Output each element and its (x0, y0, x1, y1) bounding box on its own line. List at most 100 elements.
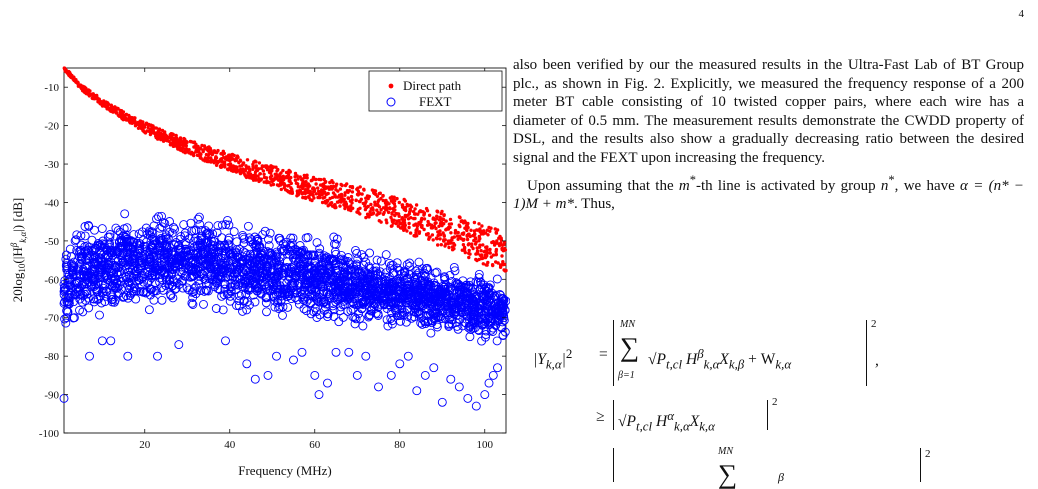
sum-upper-limit: MN (620, 319, 635, 330)
fext-point (402, 260, 412, 270)
direct-path-point (384, 198, 388, 203)
direct-path-point (440, 223, 444, 228)
fext-outlier (488, 370, 498, 380)
fext-point (365, 284, 375, 294)
fext-point (207, 264, 217, 273)
direct-path-point (406, 217, 411, 221)
direct-path-point (477, 234, 481, 239)
fext-point (357, 303, 367, 313)
fext-point (401, 317, 411, 327)
fext-point (298, 264, 308, 274)
fext-point (67, 265, 77, 275)
fext-point (273, 262, 283, 272)
direct-path-point (450, 238, 454, 242)
eq-term-1: √Pt,cl Hβk,αXk,β + Wk,α (648, 346, 792, 372)
direct-path-point (381, 212, 386, 216)
fext-point (365, 287, 375, 297)
fext-point (100, 252, 110, 262)
direct-path-point (422, 227, 426, 232)
direct-path-point (131, 118, 135, 122)
direct-path-point (324, 180, 328, 184)
direct-path-point (66, 71, 70, 76)
fext-point (238, 232, 248, 242)
direct-path-point (354, 198, 358, 203)
fext-point (64, 290, 74, 300)
direct-path-point (484, 263, 488, 267)
fext-point (436, 297, 446, 307)
fext-point (343, 257, 353, 266)
legend: Direct path FEXT (368, 70, 503, 112)
fext-point (388, 281, 398, 291)
fext-point (223, 289, 233, 299)
fext-point (273, 249, 282, 259)
direct-path-point (385, 221, 389, 225)
fext-point (158, 218, 168, 228)
fext-point (204, 230, 214, 240)
direct-path-point (425, 209, 430, 213)
fext-point (123, 293, 133, 303)
direct-path-point (494, 249, 498, 254)
fext-point (445, 270, 455, 280)
direct-path-point (314, 192, 318, 196)
fext-point (252, 250, 262, 260)
fext-point (467, 304, 477, 314)
direct-path-point (384, 204, 388, 209)
fext-point (462, 311, 472, 321)
direct-path-point (116, 106, 120, 111)
direct-path-point (316, 195, 320, 200)
fext-point (386, 314, 396, 323)
fext-point (210, 270, 220, 280)
fext-point (76, 289, 86, 299)
direct-path-point (269, 174, 274, 178)
fext-point (497, 304, 507, 314)
sum3-upper-limit: MN (718, 446, 733, 457)
direct-path-point (231, 164, 235, 168)
fext-point (450, 281, 460, 291)
fext-point (170, 224, 180, 234)
fext-point (478, 291, 488, 301)
direct-path-point (376, 199, 380, 204)
direct-path-point (455, 234, 460, 238)
direct-path-point (149, 123, 154, 128)
direct-path-point (367, 194, 371, 199)
fext-point (348, 297, 358, 307)
fext-point (148, 229, 158, 239)
fext-point (157, 211, 166, 221)
fext-point (363, 268, 373, 278)
direct-path-point (439, 243, 443, 247)
fext-point (300, 282, 309, 292)
fext-point (417, 285, 426, 294)
direct-path-point (393, 204, 397, 209)
direct-path-point (474, 236, 478, 241)
fext-point (392, 258, 402, 268)
direct-path-point (309, 179, 313, 183)
fext-point (160, 218, 170, 228)
direct-path-point (388, 196, 392, 200)
direct-path-point (458, 235, 462, 240)
fext-point (300, 278, 310, 288)
direct-path-point (350, 190, 355, 194)
fext-point (350, 268, 360, 278)
direct-path-point (463, 250, 467, 255)
fext-point (211, 304, 221, 313)
direct-path-point (499, 236, 503, 240)
fext-point (302, 306, 312, 316)
direct-path-point (458, 215, 462, 220)
fext-point (194, 212, 204, 222)
fext-point (459, 283, 469, 292)
direct-path-point (408, 208, 412, 213)
fext-point (199, 299, 208, 309)
fext-outlier (386, 370, 396, 380)
direct-path-point (465, 237, 470, 242)
direct-path-point (390, 212, 394, 216)
fext-outlier (221, 336, 230, 346)
direct-path-point (233, 159, 237, 163)
direct-path-point (375, 194, 380, 198)
direct-path-point (446, 227, 451, 231)
fext-point (279, 246, 289, 256)
fext-point (112, 279, 122, 289)
fext-outlier (242, 359, 252, 369)
fext-point (126, 244, 136, 254)
fext-point (338, 291, 348, 301)
direct-path-point (467, 251, 471, 255)
